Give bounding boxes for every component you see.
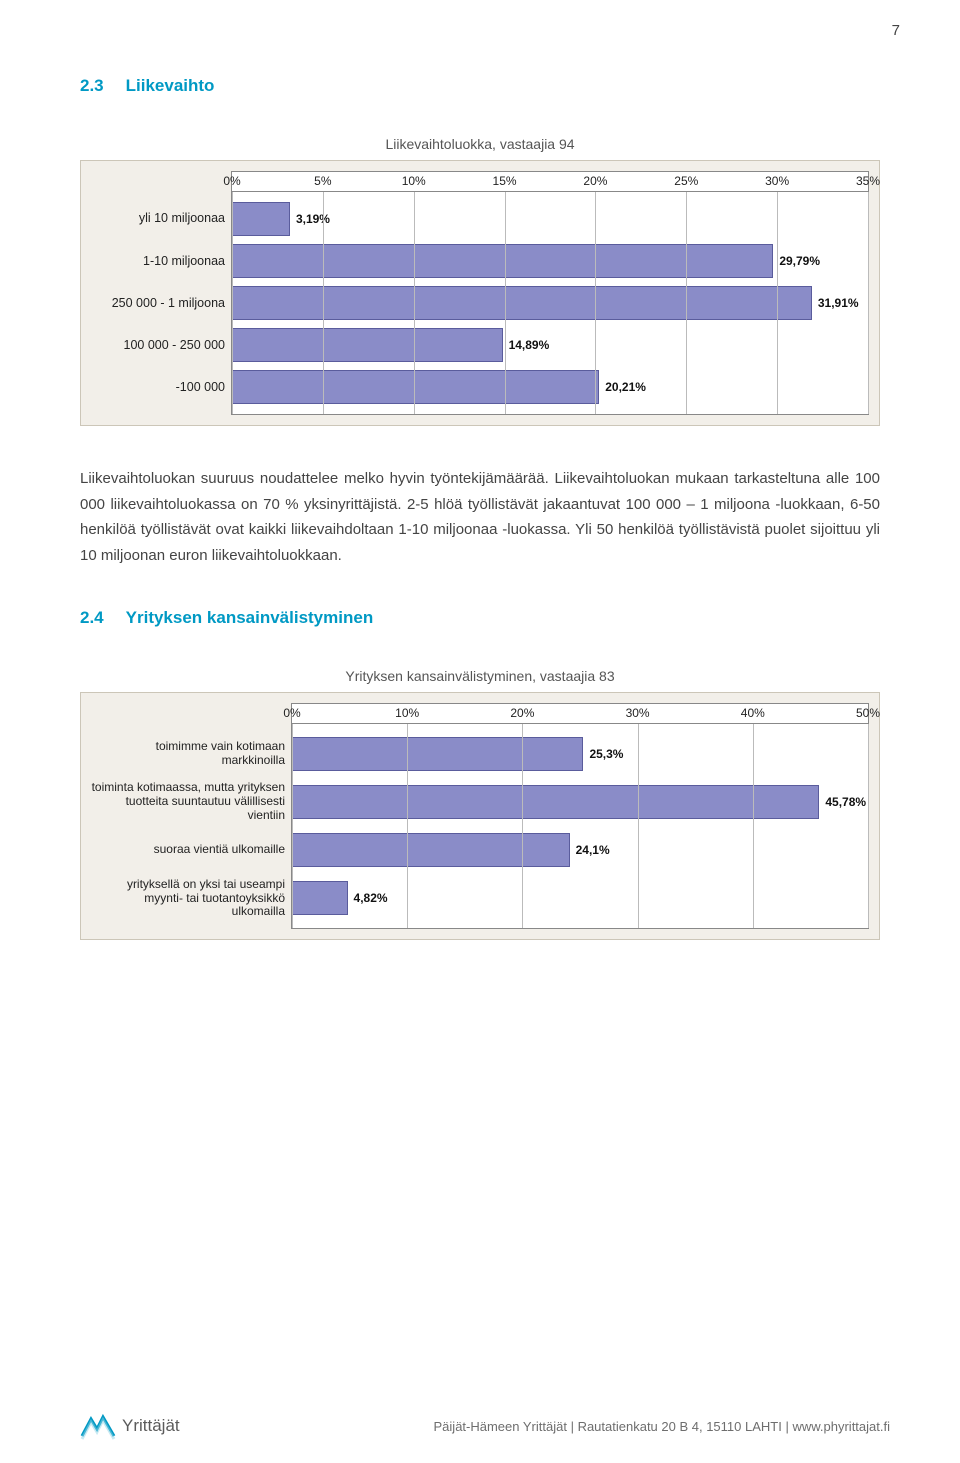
chart-xtick: 15% — [493, 174, 517, 188]
chart1-title: Liikevaihtoluokka, vastaajia 94 — [80, 136, 880, 152]
chart-bar — [232, 202, 290, 236]
chart-bar-row: 29,79% — [232, 240, 868, 282]
chart-xtick: 20% — [583, 174, 607, 188]
chart-gridline — [868, 192, 869, 414]
chart-ylabel: toimimme vain kotimaan markkinoilla — [91, 730, 285, 778]
chart-xtick: 5% — [314, 174, 331, 188]
chart-xtick: 0% — [223, 174, 240, 188]
chart-ylabel: yrityksellä on yksi tai useampi myynti- … — [91, 875, 285, 923]
footer-sep: | — [567, 1419, 578, 1434]
section-heading-2-3: 2.3 Liikevaihto — [80, 76, 880, 96]
chart-gridline — [522, 724, 523, 928]
section1-body-text: Liikevaihtoluokan suuruus noudattelee me… — [80, 466, 880, 568]
chart-gridline — [505, 192, 506, 414]
chart-xtick: 30% — [765, 174, 789, 188]
footer-address: Rautatienkatu 20 B 4, 15110 LAHTI — [578, 1419, 782, 1434]
chart-bar — [292, 737, 583, 771]
chart-gridline — [868, 724, 869, 928]
chart-xtick: 25% — [674, 174, 698, 188]
chart-bar-value: 20,21% — [605, 380, 646, 394]
chart-gridline — [292, 724, 293, 928]
section-heading-2-4: 2.4 Yrityksen kansainvälistyminen — [80, 608, 880, 628]
chart-bar-value: 14,89% — [509, 338, 550, 352]
chart-bar-row: 4,82% — [292, 874, 868, 922]
chart-ylabel: -100 000 — [91, 367, 225, 409]
chart-bar-value: 45,78% — [825, 795, 866, 809]
chart-bar-row: 31,91% — [232, 282, 868, 324]
chart-bar-row: 14,89% — [232, 324, 868, 366]
chart-bar-value: 31,91% — [818, 296, 859, 310]
chart-gridline — [232, 192, 233, 414]
chart-xtick: 35% — [856, 174, 880, 188]
chart-bar-value: 4,82% — [354, 891, 388, 905]
section-title: Liikevaihto — [126, 76, 215, 95]
footer-logo: Yrittäjät — [80, 1411, 180, 1441]
section-title: Yrityksen kansainvälistyminen — [126, 608, 374, 627]
chart-bar-value: 3,19% — [296, 212, 330, 226]
chart-xtick: 10% — [395, 706, 419, 720]
chart-bar — [292, 833, 570, 867]
chart-xtick: 20% — [510, 706, 534, 720]
chart1: yli 10 miljoonaa1-10 miljoonaa250 000 - … — [80, 160, 880, 426]
chart-ylabel: 250 000 - 1 miljoona — [91, 282, 225, 324]
chart-bar-value: 24,1% — [576, 843, 610, 857]
chart-ylabel: 1-10 miljoonaa — [91, 240, 225, 282]
chart-xtick: 0% — [283, 706, 300, 720]
chart-bar — [232, 244, 773, 278]
chart-xtick: 40% — [741, 706, 765, 720]
chart-bar-row: 45,78% — [292, 778, 868, 826]
chart-bar-row: 3,19% — [232, 198, 868, 240]
footer-logo-text: Yrittäjät — [122, 1416, 180, 1436]
chart-gridline — [595, 192, 596, 414]
chart-ylabel: toiminta kotimaassa, mutta yrityksen tuo… — [91, 778, 285, 826]
page-number: 7 — [892, 22, 900, 39]
footer-url: www.phyrittajat.fi — [792, 1419, 890, 1434]
chart-bar — [232, 370, 599, 404]
chart-gridline — [686, 192, 687, 414]
chart-gridline — [407, 724, 408, 928]
chart-bar — [292, 785, 819, 819]
chart-bar-value: 25,3% — [589, 747, 623, 761]
chart-bar — [232, 286, 812, 320]
chart2: toimimme vain kotimaan markkinoillatoimi… — [80, 692, 880, 940]
chart-ylabel: yli 10 miljoonaa — [91, 198, 225, 240]
chart-ylabel: suoraa vientiä ulkomaille — [91, 826, 285, 874]
footer-org: Päijät-Hämeen Yrittäjät — [434, 1419, 567, 1434]
chart-xtick: 30% — [626, 706, 650, 720]
footer-text: Päijät-Hämeen Yrittäjät | Rautatienkatu … — [434, 1419, 890, 1434]
chart-xtick: 50% — [856, 706, 880, 720]
section-number: 2.4 — [80, 608, 104, 627]
chart-bar-row: 25,3% — [292, 730, 868, 778]
chart-gridline — [323, 192, 324, 414]
chart-gridline — [753, 724, 754, 928]
chart-bar-value: 29,79% — [779, 254, 820, 268]
chart-bar — [292, 881, 348, 915]
page-footer: Yrittäjät Päijät-Hämeen Yrittäjät | Raut… — [0, 1411, 960, 1441]
chart-bar-row: 24,1% — [292, 826, 868, 874]
chart-ylabel: 100 000 - 250 000 — [91, 324, 225, 366]
chart-bar-row: 20,21% — [232, 366, 868, 408]
footer-sep: | — [782, 1419, 793, 1434]
chart-xtick: 10% — [402, 174, 426, 188]
yrittajat-logo-icon — [80, 1411, 116, 1441]
chart-gridline — [414, 192, 415, 414]
section-number: 2.3 — [80, 76, 104, 95]
chart-gridline — [638, 724, 639, 928]
chart2-title: Yrityksen kansainvälistyminen, vastaajia… — [80, 668, 880, 684]
chart-bar — [232, 328, 503, 362]
chart-gridline — [777, 192, 778, 414]
